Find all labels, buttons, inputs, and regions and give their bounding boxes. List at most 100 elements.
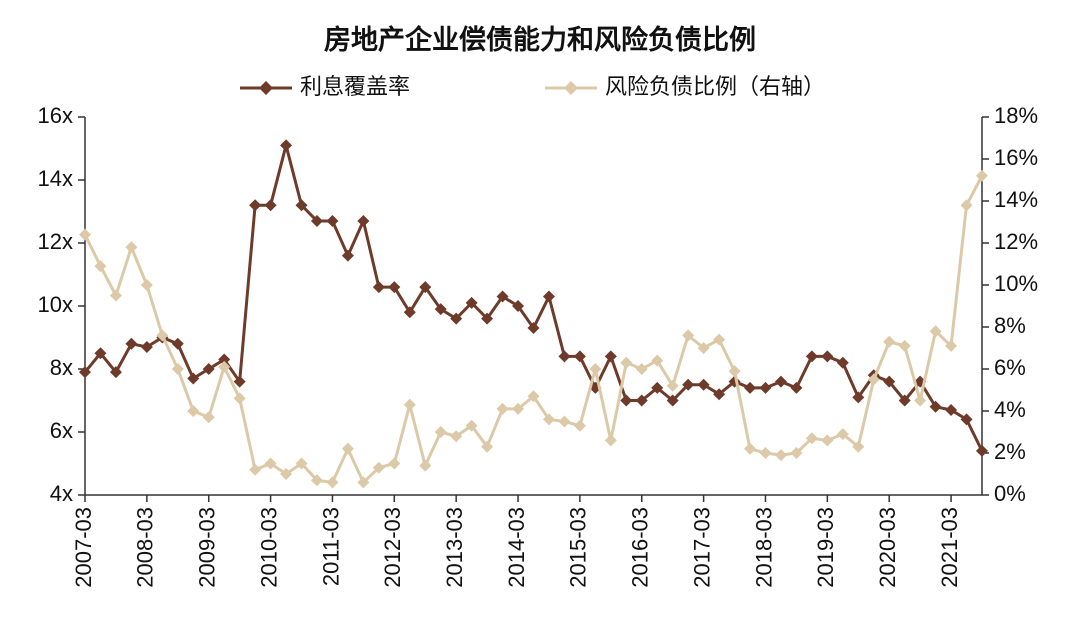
legend-label: 利息覆盖率 (300, 74, 410, 99)
point (109, 289, 122, 302)
y2-tick-label: 6% (994, 355, 1026, 380)
point (635, 363, 648, 375)
y-tick-label: 14x (38, 166, 73, 191)
y2-tick-label: 2% (994, 439, 1026, 464)
point (604, 434, 617, 447)
y2-tick-label: 12% (994, 229, 1038, 254)
point (326, 214, 339, 227)
point (372, 461, 385, 474)
point (914, 394, 927, 407)
series-line (83, 139, 984, 452)
y2-tick-label: 4% (994, 397, 1026, 422)
point (357, 214, 370, 227)
point (960, 413, 973, 426)
point (403, 398, 416, 411)
point (94, 347, 107, 360)
point (388, 281, 401, 294)
point (527, 322, 540, 335)
y2-tick-label: 0% (994, 481, 1026, 506)
point (527, 390, 540, 403)
point (635, 394, 648, 407)
point (867, 373, 880, 386)
point (542, 290, 555, 303)
point (682, 329, 695, 342)
point (836, 428, 849, 441)
point (821, 434, 834, 447)
point (512, 300, 525, 312)
point (202, 363, 215, 375)
point (249, 199, 262, 212)
x-tick-label: 2016-03 (628, 507, 653, 588)
x-tick-label: 2010-03 (256, 507, 281, 588)
point (929, 400, 942, 413)
point (310, 474, 323, 487)
point (434, 426, 447, 438)
point (94, 260, 107, 273)
point (883, 335, 896, 348)
x-tick-label: 2018-03 (751, 507, 776, 588)
point (434, 303, 447, 316)
point (295, 199, 308, 212)
y-tick-label: 8x (50, 355, 73, 380)
point (651, 354, 664, 367)
x-tick-label: 2011-03 (318, 507, 343, 586)
point (651, 381, 664, 394)
point (125, 337, 138, 350)
point (218, 353, 231, 366)
point (357, 476, 370, 489)
point (744, 442, 757, 455)
point (202, 411, 215, 424)
point (744, 381, 757, 394)
point (960, 199, 973, 212)
point (280, 468, 293, 480)
point (558, 415, 571, 428)
x-tick-label: 2021-03 (937, 507, 962, 588)
point (140, 279, 153, 291)
point (295, 457, 308, 470)
y2-tick-label: 16% (994, 145, 1038, 170)
point (403, 306, 416, 319)
chart-title: 房地产企业偿债能力和风险负债比例 (324, 24, 756, 55)
point (898, 394, 911, 407)
point (450, 312, 463, 325)
y2-tick-label: 18% (994, 103, 1038, 128)
y2-tick-label: 14% (994, 187, 1038, 212)
point (481, 312, 494, 325)
point (264, 457, 277, 470)
point (805, 350, 818, 363)
point (171, 363, 184, 375)
point (836, 356, 849, 369)
point (233, 375, 246, 388)
point (109, 366, 122, 379)
x-tick-label: 2017-03 (689, 507, 714, 588)
x-tick-label: 2013-03 (442, 507, 467, 588)
point (187, 372, 200, 385)
point (929, 325, 942, 338)
point (125, 241, 138, 254)
point (310, 214, 323, 227)
legend-label: 风险负债比例（右轴） (605, 74, 825, 99)
y-tick-label: 10x (38, 292, 73, 317)
legend-marker (259, 81, 273, 95)
point (341, 442, 354, 455)
point (774, 449, 787, 462)
point (821, 350, 834, 363)
point (945, 339, 958, 352)
point (589, 363, 602, 375)
x-tick-label: 2007-03 (71, 507, 96, 588)
point (805, 432, 818, 445)
point (140, 340, 153, 353)
point (604, 350, 617, 363)
point (496, 290, 509, 303)
point (496, 402, 509, 415)
point (465, 419, 478, 432)
point (620, 394, 633, 407)
point (79, 366, 91, 379)
point (450, 430, 463, 443)
point (512, 402, 525, 415)
x-tick-label: 2019-03 (813, 507, 838, 588)
point (171, 337, 184, 350)
point (713, 388, 726, 401)
point (233, 392, 246, 405)
